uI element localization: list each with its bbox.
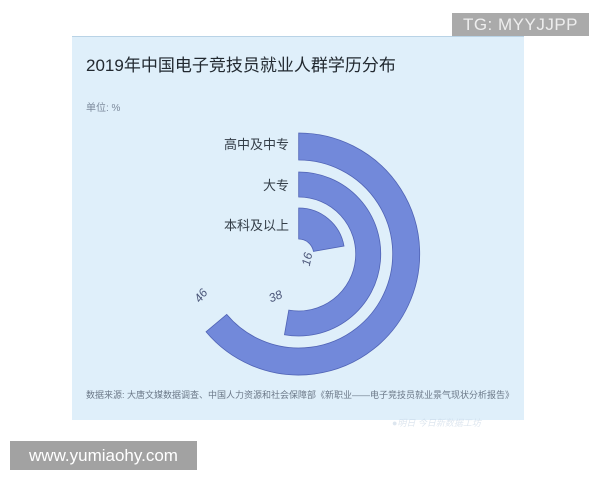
- svg-text:38: 38: [267, 287, 285, 305]
- svg-text:46: 46: [191, 286, 210, 305]
- svg-text:大专: 大专: [263, 178, 289, 193]
- svg-text:16: 16: [299, 251, 316, 267]
- svg-text:本科及以上: 本科及以上: [224, 218, 289, 233]
- svg-text:高中及中专: 高中及中专: [224, 137, 289, 152]
